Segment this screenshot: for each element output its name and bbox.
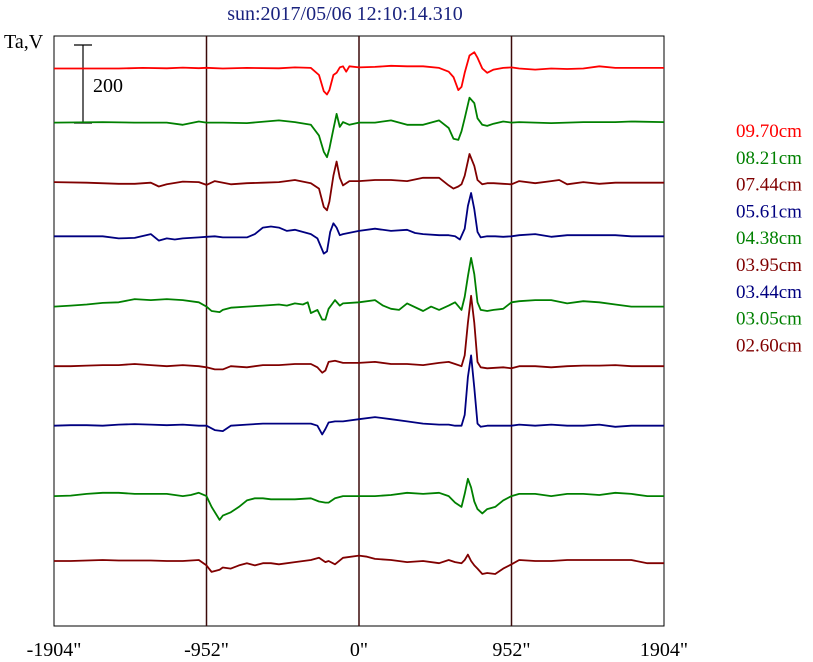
series-line [54,553,664,575]
series-line [53,477,664,521]
x-tick-label: 0" [350,639,368,661]
series-line [54,294,664,374]
x-tick-labels: -1904" -952" 0" 952" 1904" [27,639,689,661]
y-axis-label: Ta,V [4,31,44,53]
legend-entry: 04.38cm [736,228,802,249]
legend-entry: 03.05cm [736,309,802,330]
legend-entry: 09.70cm [736,121,802,142]
series-line [54,192,664,255]
legend-entry: 05.61cm [736,201,802,222]
legend-entry: 03.44cm [736,282,802,303]
grid-lines [205,36,513,626]
series-line [53,96,665,159]
scale-bar: 200 [74,44,123,124]
series-layer [53,51,665,575]
x-tick-label: 952" [492,639,530,661]
legend-entry: 02.60cm [736,335,802,356]
scale-bar-label: 200 [93,75,123,97]
series-line [53,354,664,436]
legend-entry: 08.21cm [736,148,802,169]
x-tick-label: -1904" [27,639,82,661]
series-line [54,51,664,96]
legend: 09.70cm 08.21cm 07.44cm 05.61cm 04.38cm 03.95… [736,121,802,356]
series-line [53,153,664,212]
x-tick-label: 1904" [640,639,688,661]
series-line [53,256,664,321]
legend-entry: 07.44cm [736,175,802,196]
legend-entry: 03.95cm [736,255,802,276]
chart-title: sun:2017/05/06 12:10:14.310 [227,3,463,25]
x-tick-label: -952" [184,639,229,661]
